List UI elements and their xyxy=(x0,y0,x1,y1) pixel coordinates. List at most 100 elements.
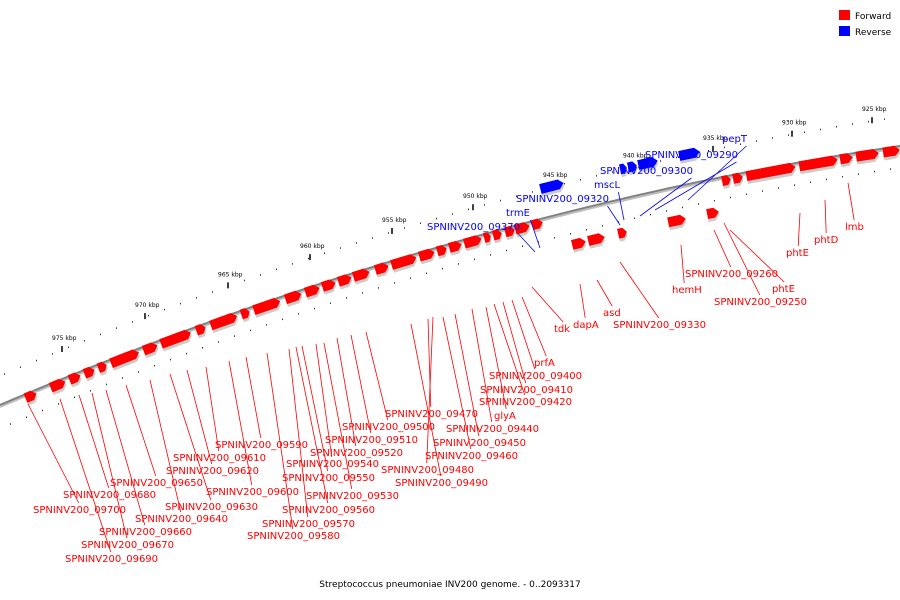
reverse-gene-arrow xyxy=(618,163,628,178)
forward-gene-arrow xyxy=(303,284,321,301)
minor-tick xyxy=(890,168,891,170)
leader-line xyxy=(169,373,212,501)
minor-tick xyxy=(788,134,789,136)
minor-tick xyxy=(868,120,869,123)
genome-caption: Streptococcus pneumoniae INV200 genome. … xyxy=(319,580,580,590)
scale-tick-label: 970 kbp xyxy=(135,302,160,309)
minor-tick xyxy=(564,182,565,185)
gene-label-spninv200_09510: SPNINV200_09510 xyxy=(325,435,418,446)
minor-tick xyxy=(650,213,651,216)
forward-gene-arrow xyxy=(513,222,531,238)
gene-label-spninv200_09650: SPNINV200_09650 xyxy=(110,478,203,489)
gene-label-spninv200_09560: SPNINV200_09560 xyxy=(282,505,375,516)
minor-tick xyxy=(410,277,411,279)
reverse-gene-arrow xyxy=(539,179,565,197)
forward-gene-arrow xyxy=(616,227,628,242)
forward-gene-arrow xyxy=(159,329,193,352)
leader-line xyxy=(78,394,110,489)
forward-gene-arrow xyxy=(209,313,239,334)
minor-tick xyxy=(436,217,437,220)
leader-line xyxy=(288,348,309,518)
gene-label-spninv200_09440: SPNINV200_09440 xyxy=(446,424,539,435)
scale-tick-label: 935 kbp xyxy=(703,135,728,142)
leader-line xyxy=(485,306,507,410)
gene-label-phte: phtE xyxy=(772,284,795,295)
minor-tick xyxy=(602,225,603,227)
minor-tick xyxy=(804,131,805,134)
minor-tick xyxy=(228,285,229,287)
label-leader-lines xyxy=(27,145,855,553)
gene-label-spninv200_09250: SPNINV200_09250 xyxy=(714,297,807,308)
gene-label-spninv200_09450: SPNINV200_09450 xyxy=(433,438,526,449)
minor-tick xyxy=(420,222,421,225)
scale-tick-label: 955 kbp xyxy=(382,217,407,224)
legend-label-forward: Forward xyxy=(855,12,891,22)
forward-gene-arrow xyxy=(839,153,854,168)
leader-line xyxy=(301,345,329,472)
gene-label-spninv200_09700: SPNINV200_09700 xyxy=(33,505,126,516)
gene-label-spninv200_09370: SPNINV200_09370 xyxy=(427,222,520,233)
forward-gene-arrow xyxy=(855,148,880,165)
gene-label-spninv200_09400: SPNINV200_09400 xyxy=(489,371,582,382)
minor-tick xyxy=(500,199,501,202)
minor-tick xyxy=(682,206,683,209)
gene-label-spninv200_09570: SPNINV200_09570 xyxy=(262,519,355,530)
leader-line xyxy=(59,398,112,553)
minor-tick xyxy=(330,302,331,304)
scale-tick: 975 kbp xyxy=(52,335,77,353)
minor-tick xyxy=(122,377,123,379)
gene-label-glya: glyA xyxy=(494,411,516,422)
minor-tick xyxy=(266,324,267,326)
scale-tick: 960 kbp xyxy=(300,243,325,261)
minor-tick xyxy=(884,118,885,120)
gene-label-dapa: dapA xyxy=(573,320,599,331)
minor-tick xyxy=(452,213,453,215)
leader-line xyxy=(713,229,732,268)
scale-tick: 950 kbp xyxy=(463,193,488,211)
gene-label-spninv200_09610: SPNINV200_09610 xyxy=(173,453,266,464)
scale-tick-label: 930 kbp xyxy=(782,120,807,127)
minor-tick xyxy=(74,396,75,399)
minor-tick xyxy=(826,178,827,181)
minor-tick xyxy=(116,327,117,329)
leader-line xyxy=(442,316,472,450)
leader-line xyxy=(27,403,80,504)
scale-tick-label: 950 kbp xyxy=(463,193,488,200)
leader-line xyxy=(91,392,128,539)
gene-label-spninv200_09530: SPNINV200_09530 xyxy=(306,491,399,502)
minor-tick xyxy=(842,176,843,178)
forward-gene-arrow xyxy=(745,162,797,184)
minor-tick xyxy=(666,210,667,212)
leader-line xyxy=(654,161,737,211)
gene-label-spninv200_09690: SPNINV200_09690 xyxy=(65,554,158,565)
forward-gene-arrow xyxy=(503,225,516,241)
leader-line xyxy=(619,261,660,319)
minor-tick xyxy=(170,358,171,361)
leader-line xyxy=(618,191,625,221)
minor-tick xyxy=(490,254,491,256)
leader-line xyxy=(596,279,613,307)
minor-tick xyxy=(340,247,341,249)
gene-label-spninv200_09660: SPNINV200_09660 xyxy=(99,527,192,538)
leader-line xyxy=(228,360,253,486)
leader-line xyxy=(365,331,389,421)
reverse-gene-arrow xyxy=(678,147,701,164)
gene-label-tdk: tdk xyxy=(554,324,570,335)
minor-tick xyxy=(372,237,373,239)
minor-tick xyxy=(538,241,539,243)
leader-line xyxy=(639,177,692,217)
minor-tick xyxy=(90,390,91,392)
gene-label-spninv200_09670: SPNINV200_09670 xyxy=(81,540,174,551)
leader-line xyxy=(579,283,586,319)
scale-tick-label: 940 kbp xyxy=(623,152,648,159)
leader-line xyxy=(186,369,213,465)
leader-line xyxy=(149,379,182,513)
leader-line xyxy=(427,318,432,408)
gene-label-spninv200_09680: SPNINV200_09680 xyxy=(63,490,156,501)
minor-tick xyxy=(148,314,149,317)
forward-gene-arrow xyxy=(96,361,108,376)
leader-line xyxy=(336,337,357,447)
minor-tick xyxy=(708,149,709,152)
minor-tick xyxy=(468,208,469,211)
